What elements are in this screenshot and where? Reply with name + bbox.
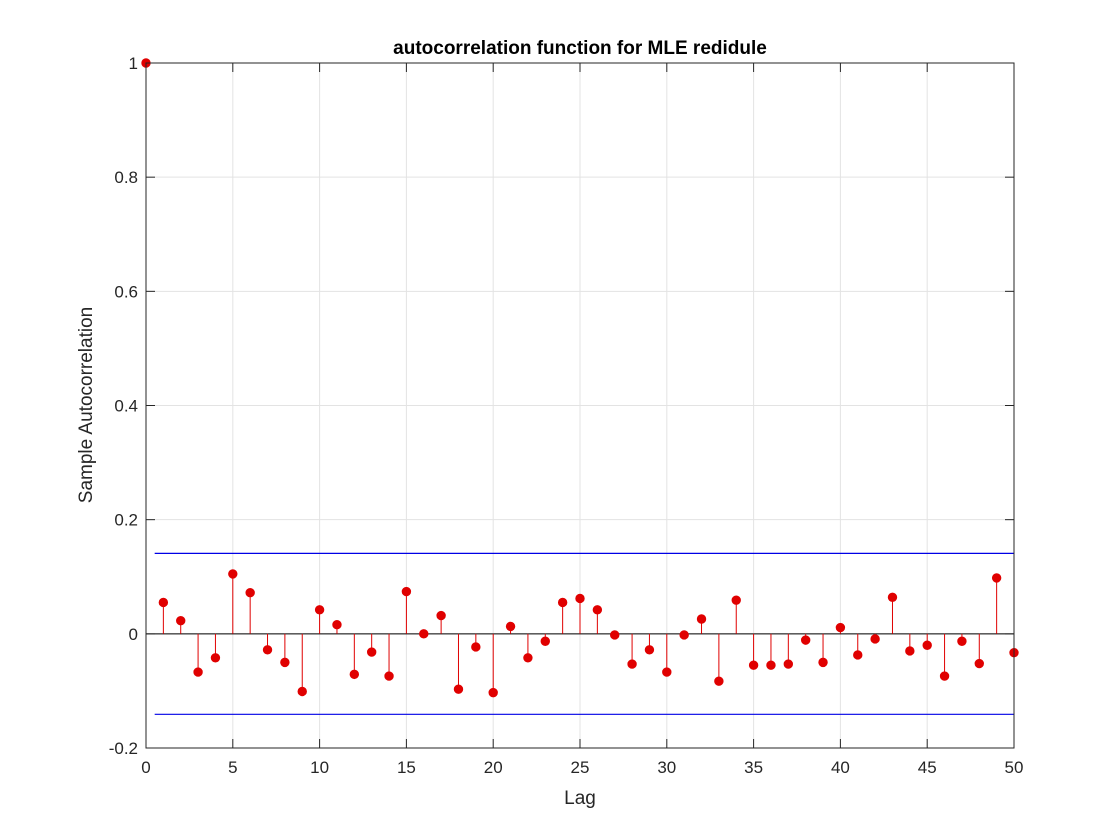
y-tick-label: -0.2 [109, 739, 138, 758]
stem-marker [592, 605, 603, 615]
x-tick-label: 0 [141, 758, 150, 777]
x-tick-label: 35 [744, 758, 763, 777]
stem-marker [957, 636, 967, 646]
stem-marker [905, 646, 915, 656]
stem-marker [922, 640, 932, 650]
stem-marker [575, 593, 585, 604]
stem-marker [523, 653, 533, 663]
stem-marker [800, 635, 811, 645]
x-tick-label: 25 [571, 758, 590, 777]
stem-marker [176, 616, 186, 626]
grid-lines [146, 63, 1014, 748]
y-tick-label: 1 [129, 54, 138, 73]
x-tick-label: 40 [831, 758, 850, 777]
stem-marker [991, 573, 1002, 583]
y-tick-label: 0.6 [114, 282, 138, 301]
y-tick-label: 0 [129, 625, 138, 644]
stem-marker [610, 630, 620, 640]
y-axis-label: Sample Autocorrelation [76, 307, 97, 503]
stem-marker [731, 595, 741, 605]
x-tick-label: 15 [397, 758, 416, 777]
stem-marker [366, 647, 377, 657]
stem-marker [540, 636, 550, 646]
stem-marker [644, 645, 655, 655]
stem-marker [401, 586, 412, 597]
x-tick-label: 45 [918, 758, 937, 777]
stem-marker [436, 610, 446, 621]
stem-marker [384, 671, 394, 681]
stem-marker [228, 569, 238, 579]
stem-marker [766, 660, 776, 670]
stem-marker [627, 659, 637, 669]
stem-marker [939, 671, 950, 681]
stem-marker [314, 605, 325, 615]
stem-marker [853, 650, 863, 660]
stem-marker [280, 657, 290, 668]
stem-marker [887, 592, 898, 602]
stem-marker [245, 588, 255, 598]
stem-marker [505, 621, 516, 632]
stem-marker [297, 686, 307, 697]
stem-marker [748, 660, 759, 670]
ticks [145, 62, 1015, 749]
stem-marker [714, 676, 724, 686]
y-tick-label: 0.4 [114, 397, 138, 416]
stem-marker [158, 597, 169, 608]
stem-marker [262, 645, 273, 655]
stem-marker [210, 653, 221, 663]
markers [141, 58, 1019, 698]
stem-marker [870, 634, 880, 644]
confidence-bounds [154, 552, 1014, 715]
tick-labels: 0 5 10 15 20 25 30 35 40 45 50-0.200.20.40.60.81 [109, 54, 1024, 777]
y-tick-label: 0.8 [114, 168, 138, 187]
stem-marker [818, 657, 828, 668]
stem-marker [783, 659, 794, 669]
chart-title: autocorrelation function for MLE redidul… [393, 38, 767, 59]
stem-marker [696, 614, 707, 624]
stem-marker [419, 629, 429, 639]
stem-marker [332, 620, 342, 630]
stem-marker [662, 667, 672, 677]
x-tick-label: 50 [1005, 758, 1024, 777]
x-tick-label: 20 [484, 758, 503, 777]
stem-marker [974, 658, 984, 669]
y-tick-label: 0.2 [114, 511, 138, 530]
stem-marker [835, 622, 846, 633]
stem-marker [488, 687, 498, 698]
stem-marker [349, 669, 360, 680]
stem-marker [557, 597, 568, 608]
stem-marker [679, 630, 689, 640]
stem-marker [453, 684, 464, 694]
x-tick-label: 10 [310, 758, 329, 777]
x-tick-label: 30 [657, 758, 676, 777]
stem-marker [471, 642, 481, 652]
x-axis-label: Lag [564, 788, 596, 809]
stem-marker [193, 667, 203, 677]
x-tick-label: 5 [228, 758, 237, 777]
